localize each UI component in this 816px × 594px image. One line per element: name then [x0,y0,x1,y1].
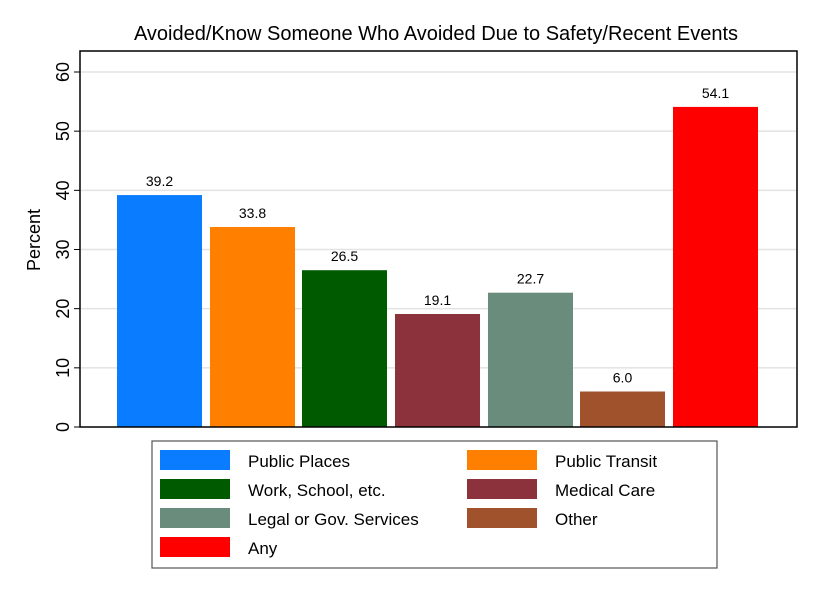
legend-swatch [160,450,230,470]
bar [210,227,295,427]
legend-label: Work, School, etc. [248,481,386,500]
bar [117,195,202,427]
legend-label: Any [248,539,278,558]
legend-label: Medical Care [555,481,655,500]
data-label: 26.5 [331,248,358,264]
y-tick-label: 40 [53,180,73,200]
legend-label: Public Places [248,452,350,471]
data-label: 39.2 [146,173,173,189]
legend-swatch [160,537,230,557]
legend-swatch [160,479,230,499]
legend-label: Other [555,510,598,529]
legend-swatch [467,450,537,470]
data-label: 54.1 [702,85,729,101]
legend-swatch [467,479,537,499]
data-label: 19.1 [424,292,451,308]
y-tick-label: 10 [53,358,73,378]
legend-swatch [467,508,537,528]
y-tick-label: 50 [53,121,73,141]
chart-title: Avoided/Know Someone Who Avoided Due to … [134,23,738,45]
y-tick-label: 0 [53,422,73,432]
data-label: 33.8 [239,205,266,221]
plot-frame [79,50,798,428]
bar [395,313,480,427]
bar [488,292,573,427]
y-tick-label: 30 [53,239,73,259]
y-axis-label: Percent [24,209,44,271]
data-label: 6.0 [613,370,633,386]
data-label: 22.7 [517,271,544,287]
legend-label: Legal or Gov. Services [248,510,419,529]
bar [302,270,387,427]
bar [580,391,665,427]
y-tick-label: 20 [53,299,73,319]
y-tick-label: 60 [53,62,73,82]
bar [673,106,758,428]
legend-swatch [160,508,230,528]
legend [151,440,718,569]
legend-label: Public Transit [555,452,657,471]
